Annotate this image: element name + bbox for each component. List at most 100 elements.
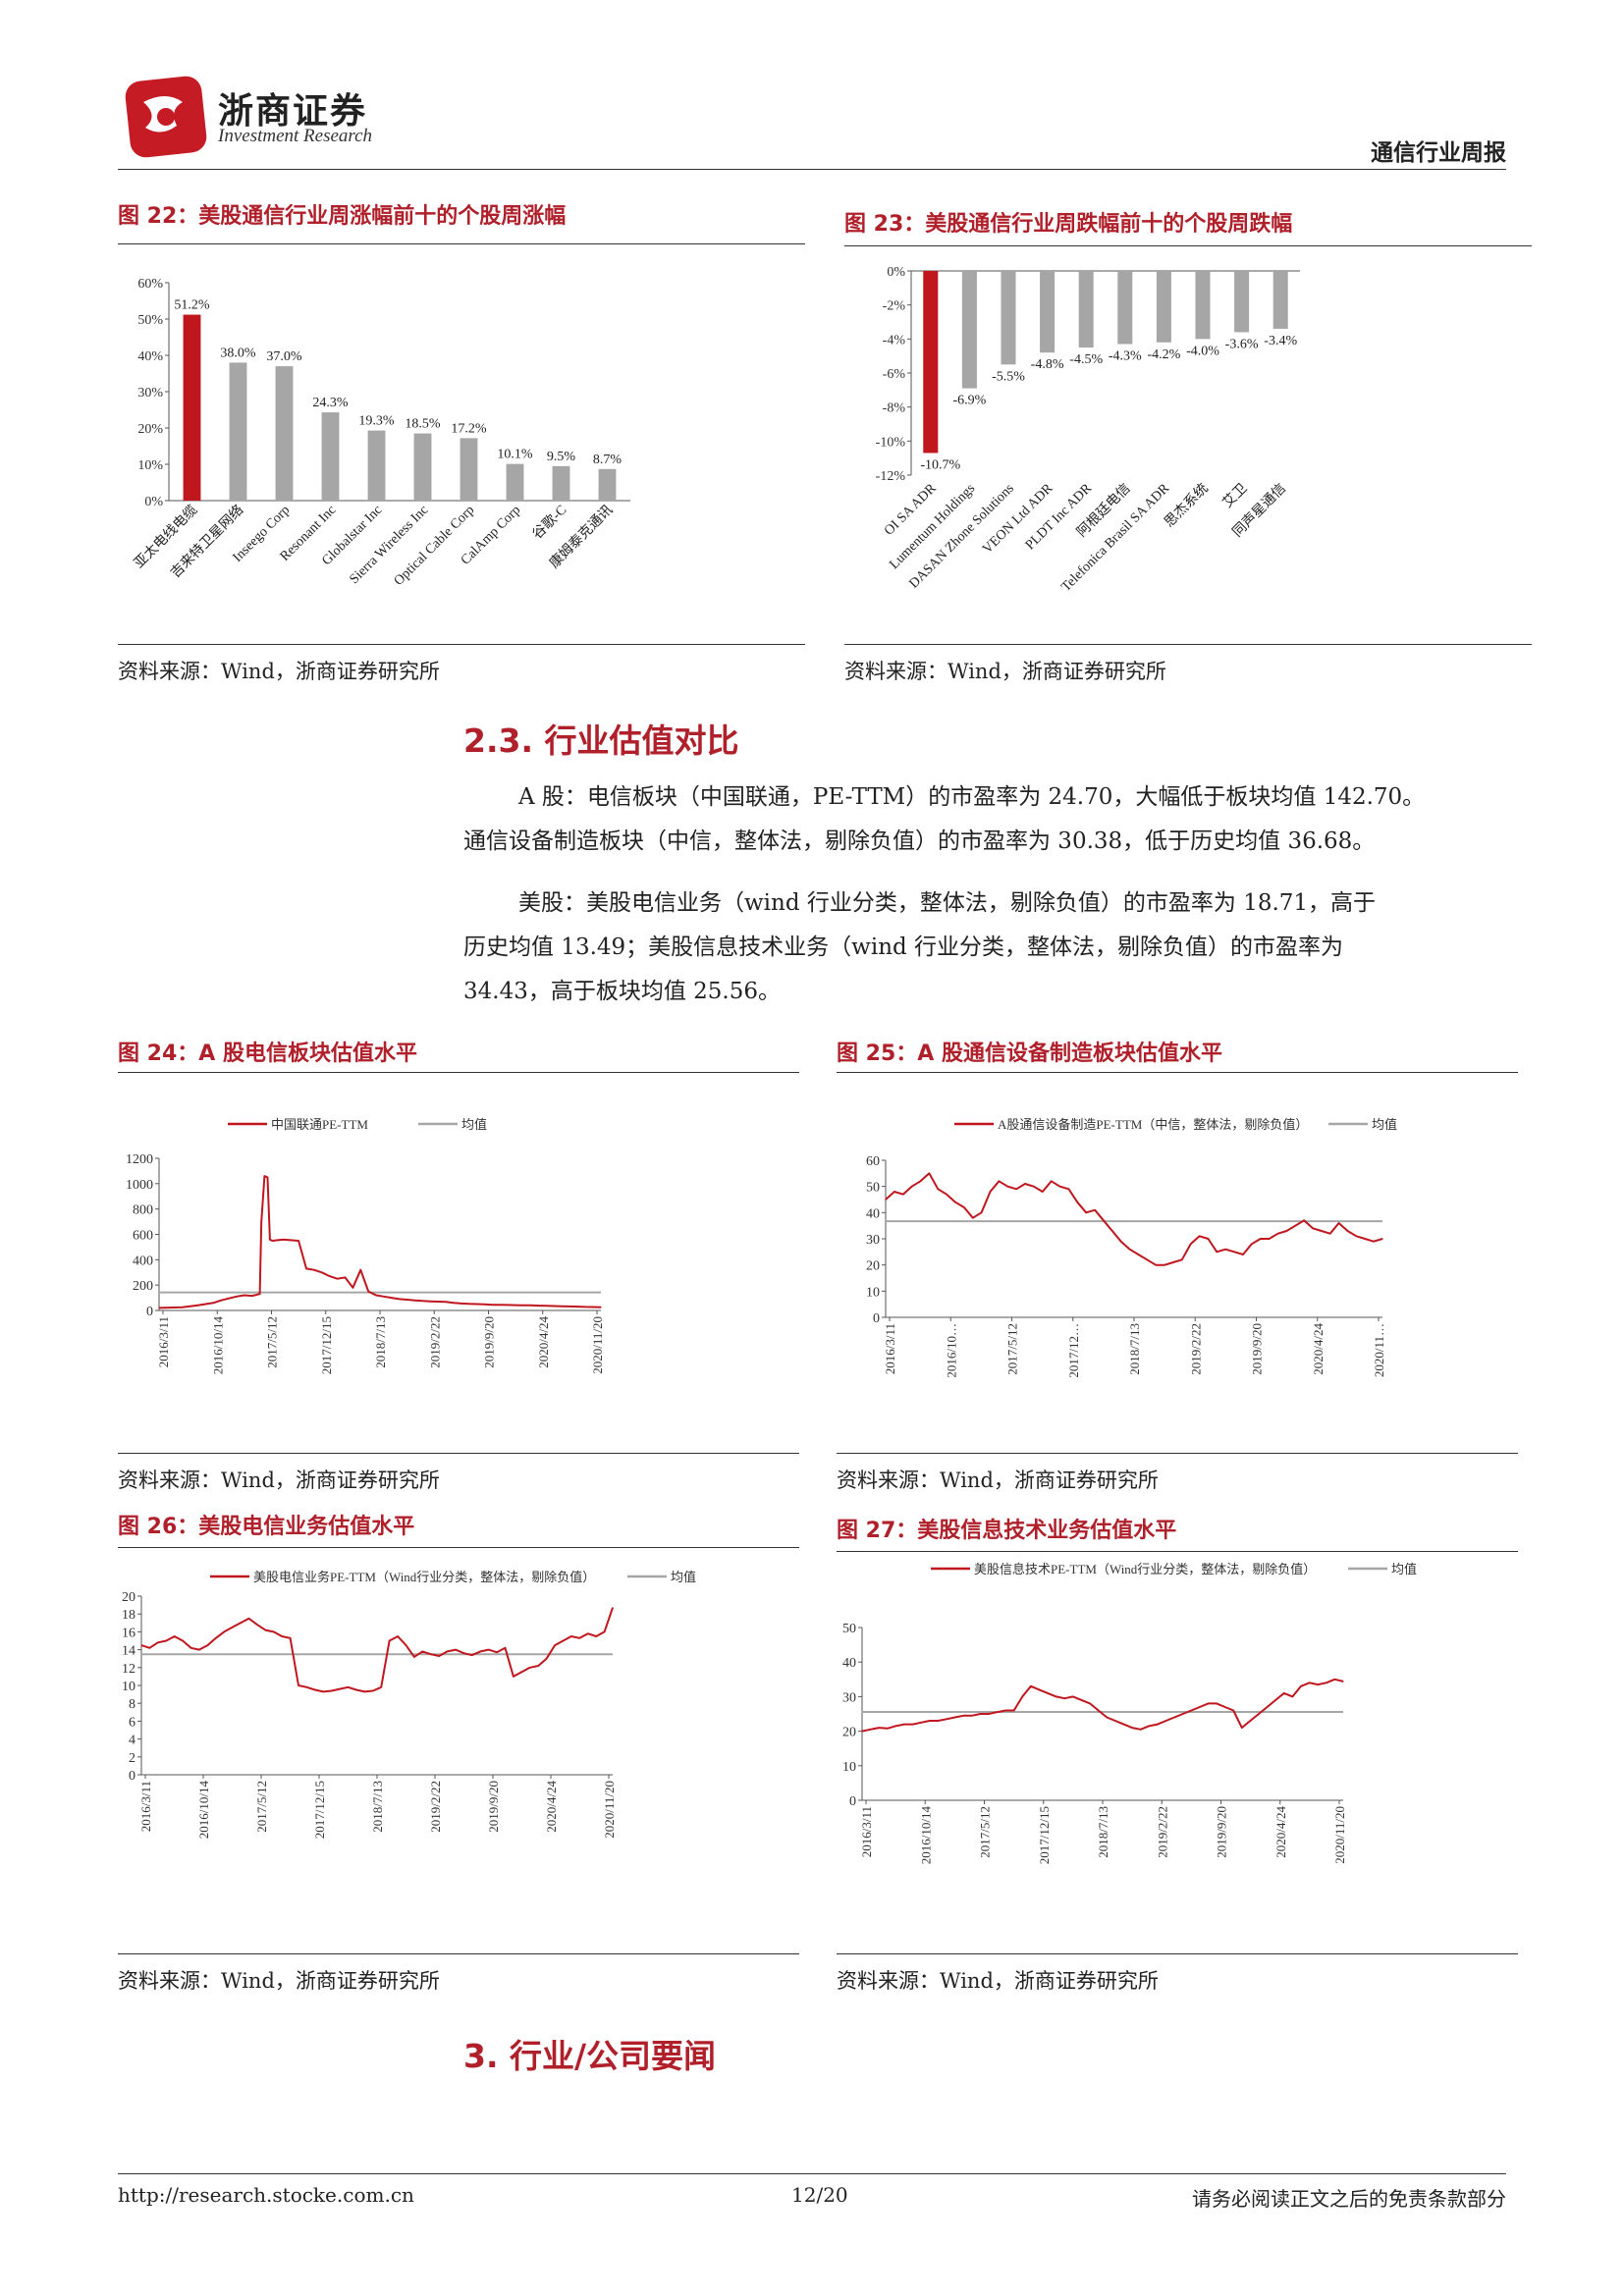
para2-line2: 历史均值 13.49；美股信息技术业务（wind 行业分类，整体法，剔除负值）的… [463, 934, 1344, 960]
section-paragraph-1: A 股：电信板块（中国联通，PE-TTM）的市盈率为 24.70，大幅低于板块均… [463, 775, 1524, 864]
fig27-point [1089, 1702, 1091, 1705]
fig25-ytick: 30 [866, 1233, 880, 1248]
fig26-ytick: 4 [129, 1734, 135, 1748]
fig23-data-label: -3.4% [1264, 334, 1297, 348]
fig24-point [491, 1304, 494, 1306]
fig27-point [988, 1713, 990, 1715]
fig22-category-label: Sierra Wireless Inc [347, 503, 431, 587]
fig27-ytick: 50 [842, 1622, 856, 1636]
fig25-xtick: 2016/3/11 [883, 1323, 897, 1374]
fig26-ytick: 10 [122, 1680, 135, 1694]
fig26-ytick: 6 [129, 1715, 135, 1730]
fig25-point [1373, 1241, 1375, 1243]
fig26-ytick: 12 [122, 1662, 135, 1677]
fig26-xtick: 2019/9/20 [486, 1781, 501, 1833]
fig27-point [946, 1718, 947, 1720]
fig25-xtick: 2019/2/22 [1188, 1323, 1203, 1375]
fig23-source: 资料来源：Wind，浙商证券研究所 [844, 660, 1166, 683]
fig24-xtick: 2016/3/11 [156, 1316, 171, 1367]
para1-line2: 通信设备制造板块（中信，整体法，剔除负值）的市盈率为 30.38，低于历史均值 … [463, 828, 1376, 854]
fig25-point [1146, 1258, 1148, 1260]
header-rule [118, 169, 1506, 170]
fig25-point [1033, 1186, 1035, 1188]
fig23-bar [1156, 271, 1171, 343]
fig25-point [902, 1194, 904, 1196]
fig25-point [1172, 1261, 1174, 1263]
fig23-ytick: -12% [876, 469, 906, 484]
fig27-point [971, 1715, 973, 1717]
fig27-xtick: 2019/2/22 [1155, 1806, 1169, 1858]
fig23-bar [1272, 271, 1288, 329]
fig24-ytick: 200 [133, 1279, 153, 1294]
fig23-ytick: -6% [883, 367, 906, 382]
fig24-point [236, 1296, 238, 1298]
fig22-category-label: Optical Cable Corp [392, 503, 478, 589]
fig23-data-label: -4.5% [1069, 352, 1103, 367]
fig27-xtick: 2019/9/20 [1215, 1806, 1229, 1858]
fig26-point [198, 1649, 200, 1651]
fig23-data-label: -3.6% [1225, 337, 1259, 351]
fig27-point [1013, 1709, 1015, 1712]
fig27-point [996, 1711, 999, 1713]
fig26-xtick: 2018/7/13 [370, 1781, 385, 1833]
fig26-point [462, 1652, 465, 1654]
fig26-xtick: 2020/4/24 [544, 1781, 559, 1833]
para2-line3: 34.43，高于板块均值 25.56。 [463, 979, 781, 1004]
fig26-xtick: 2016/3/11 [138, 1781, 153, 1832]
fig27-point [1342, 1681, 1344, 1682]
fig25-xtick: 2019/9/20 [1250, 1323, 1265, 1375]
fig24-point [406, 1299, 408, 1301]
fig26-point [520, 1671, 522, 1673]
fig27-point [929, 1720, 931, 1722]
fig27-point [878, 1727, 880, 1729]
section-paragraph-2: 美股：美股电信业务（wind 行业分类，整体法，剔除负值）的市盈率为 18.71… [463, 881, 1524, 1014]
logo-mark-icon [125, 76, 207, 158]
fig25-ytick: 10 [866, 1285, 880, 1300]
fig24-point [269, 1239, 271, 1241]
fig27-point [1232, 1709, 1234, 1712]
fig27-ytick: 0 [849, 1794, 856, 1809]
fig26-point [587, 1632, 589, 1634]
fig25-point [1233, 1251, 1235, 1253]
fig23-bar [1117, 271, 1133, 345]
fig25-point [989, 1191, 992, 1193]
fig27-xtick: 2018/7/13 [1096, 1806, 1110, 1858]
fig22-data-label: 37.0% [266, 349, 302, 364]
footer-rule [118, 2173, 1506, 2174]
fig27-series-line [861, 1678, 1344, 1733]
fig27-point [1114, 1720, 1116, 1722]
fig27-point [979, 1713, 981, 1715]
fig24-point [329, 1275, 331, 1277]
fig24-point [499, 1304, 501, 1306]
fig24-xtick: 2020/11/20 [590, 1316, 605, 1374]
fig27-point [1291, 1695, 1294, 1697]
fig27-xtick: 2016/10/14 [918, 1806, 933, 1865]
fig25-xtick: 2017/5/12 [1005, 1323, 1020, 1375]
fig22-data-label: 51.2% [174, 298, 210, 313]
footer-url[interactable]: http://research.stocke.com.cn [118, 2183, 414, 2207]
fig27-xtick: 2020/11/20 [1332, 1806, 1347, 1864]
fig22-ytick: 10% [137, 458, 163, 473]
footer-disclaimer: 请务必阅读正文之后的免责条款部分 [1192, 2187, 1506, 2211]
fig23-data-label: -10.7% [920, 457, 960, 472]
fig27-point [1122, 1723, 1125, 1726]
fig22-bar [460, 438, 478, 501]
fig24-point [260, 1220, 262, 1223]
fig26-point [174, 1635, 176, 1637]
fig25-point [885, 1199, 887, 1201]
fig22-data-label: 24.3% [312, 396, 349, 410]
fig22-data-label: 9.5% [547, 450, 576, 464]
fig26-point [421, 1650, 423, 1653]
fig25-point [1216, 1251, 1218, 1253]
fig23-category-label: 艾卫 [1219, 481, 1250, 511]
fig26-xtick: 2017/12/15 [312, 1781, 327, 1839]
fig25-point [1260, 1238, 1262, 1240]
fig24-point [507, 1304, 509, 1307]
fig26-point [430, 1653, 432, 1655]
fig25-point [972, 1217, 974, 1219]
fig24-chart: 中国联通PE-TTM 均值 0 200 400 600 800 1000 1200 2016/3/… [126, 1117, 605, 1374]
fig24-point [538, 1305, 540, 1307]
fig27-chart: 美股信息技术PE-TTM（Wind行业分类，整体法，剔除负值） 均值 0 10 20 30… [842, 1562, 1417, 1865]
fig27-point [1249, 1720, 1252, 1722]
fig26-point [479, 1650, 481, 1653]
